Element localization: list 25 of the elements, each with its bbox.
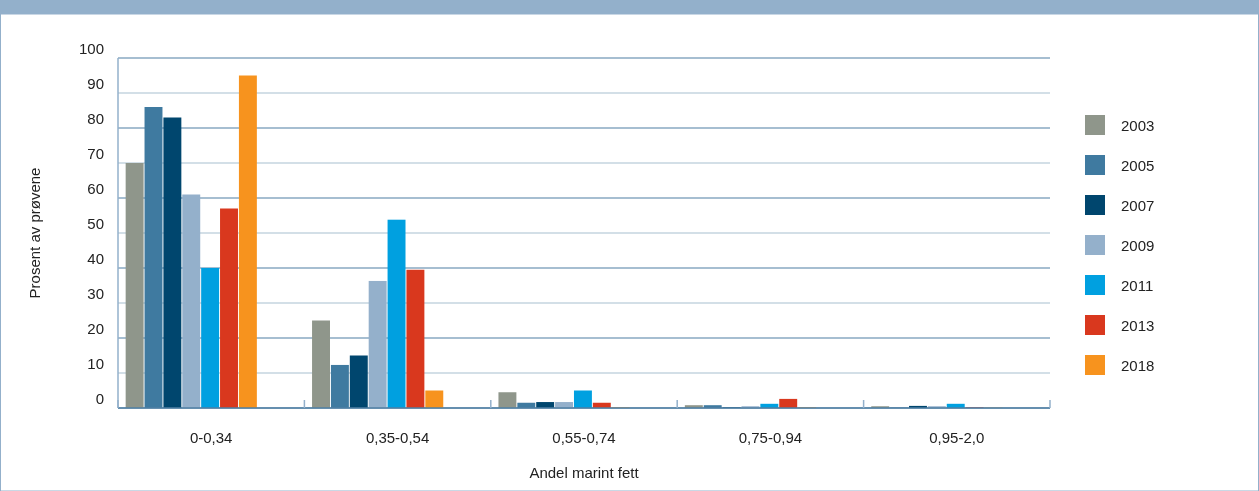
x-tick-label: 0,35-0,54: [365, 429, 430, 446]
y-tick-label: 20: [87, 320, 104, 337]
y-axis-title: Prosent av prøvene: [26, 167, 43, 299]
y-tick-label: 0: [95, 390, 104, 407]
x-tick-label: 0,75-0,94: [738, 429, 803, 446]
y-tick-label: 40: [87, 250, 104, 267]
y-tick-label: 60: [87, 180, 104, 197]
legend-label: 2005: [1121, 157, 1155, 174]
y-tick-label: 100: [78, 40, 104, 57]
legend-label: 2018: [1121, 357, 1155, 374]
y-tick-label: 50: [87, 215, 104, 232]
y-tick-label: 70: [87, 145, 104, 162]
legend-label: 2011: [1121, 277, 1154, 294]
x-axis-title: Andel marint fett: [529, 464, 640, 481]
y-tick-label: 80: [87, 110, 104, 127]
legend-label: 2007: [1121, 197, 1155, 214]
y-tick-label: 10: [87, 355, 104, 372]
x-tick-label: 0,95-2,0: [929, 429, 985, 446]
legend-label: 2009: [1121, 237, 1155, 254]
legend-label: 2013: [1121, 317, 1155, 334]
y-tick-label: 30: [87, 285, 104, 302]
y-tick-label: 90: [87, 75, 104, 92]
x-tick-label: 0,55-0,74: [552, 429, 616, 446]
legend-label: 2003: [1121, 117, 1155, 134]
x-tick-label: 0-0,34: [189, 429, 233, 446]
